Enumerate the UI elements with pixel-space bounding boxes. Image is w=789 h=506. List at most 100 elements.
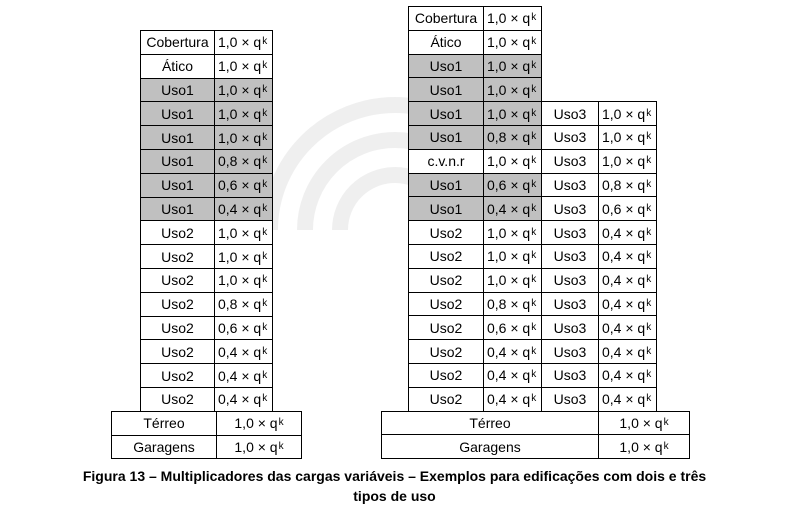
base-label-cell: Térreo bbox=[111, 410, 217, 436]
uso3-label-cell: Uso3 bbox=[541, 148, 599, 174]
uso3-label-cell: Uso3 bbox=[541, 220, 599, 245]
uso3-label-cell: Uso3 bbox=[541, 291, 599, 317]
floor-label-cell: Uso1 bbox=[140, 77, 215, 103]
floor-label-cell: Uso2 bbox=[408, 244, 484, 269]
floor-label-cell: Uso1 bbox=[140, 172, 215, 198]
uso3-label-cell: Uso3 bbox=[541, 386, 599, 412]
uso3-label-cell: Uso3 bbox=[541, 315, 599, 341]
floor-label-cell: Uso1 bbox=[408, 77, 484, 103]
floor-label-cell: Uso2 bbox=[140, 363, 215, 388]
floor-label-cell: Uso1 bbox=[408, 172, 484, 198]
floor-label-cell: Uso2 bbox=[140, 268, 215, 293]
floor-label-cell: Uso1 bbox=[408, 53, 484, 79]
floor-label-cell: Uso2 bbox=[140, 339, 215, 365]
figure-caption-line1: Figura 13 – Multiplicadores das cargas v… bbox=[82, 468, 707, 484]
floor-label-cell: Ático bbox=[140, 53, 215, 79]
floor-label-cell: Cobertura bbox=[140, 30, 215, 55]
uso3-label-cell: Uso3 bbox=[541, 101, 599, 126]
floor-label-cell: Uso2 bbox=[408, 315, 484, 341]
floor-label-cell: Uso2 bbox=[140, 387, 215, 412]
floor-label-cell: Uso2 bbox=[408, 363, 484, 388]
uso3-label-cell: Uso3 bbox=[541, 244, 599, 269]
floor-label-cell: c.v.n.r bbox=[408, 148, 484, 174]
floor-label-cell: Cobertura bbox=[408, 6, 484, 31]
floor-label-cell: Uso1 bbox=[408, 101, 484, 126]
uso3-label-cell: Uso3 bbox=[541, 196, 599, 222]
floor-label-cell: Ático bbox=[408, 29, 484, 55]
floor-label-cell: Uso1 bbox=[408, 125, 484, 150]
uso3-label-cell: Uso3 bbox=[541, 267, 599, 293]
floor-label-cell: Uso2 bbox=[140, 220, 215, 246]
floor-label-cell: Uso1 bbox=[140, 149, 215, 174]
figure-caption-line2: tipos de uso bbox=[353, 488, 436, 504]
floor-label-cell: Uso1 bbox=[408, 196, 484, 222]
floor-label-cell: Uso2 bbox=[408, 220, 484, 245]
uso3-label-cell: Uso3 bbox=[541, 363, 599, 388]
floor-label-cell: Uso2 bbox=[140, 244, 215, 269]
base-label-cell: Garagens bbox=[111, 434, 217, 460]
floor-label-cell: Uso2 bbox=[408, 386, 484, 412]
floor-label-cell: Uso2 bbox=[408, 267, 484, 293]
floor-label-cell: Uso1 bbox=[140, 196, 215, 222]
floor-label-cell: Uso2 bbox=[140, 291, 215, 317]
floor-label-cell: Uso2 bbox=[408, 291, 484, 317]
floor-label-cell: Uso1 bbox=[140, 125, 215, 150]
base-label-cell: Térreo bbox=[381, 410, 599, 436]
base-label-cell: Garagens bbox=[381, 434, 599, 460]
floor-label-cell: Uso1 bbox=[140, 101, 215, 127]
uso3-label-cell: Uso3 bbox=[541, 172, 599, 198]
uso3-label-cell: Uso3 bbox=[541, 339, 599, 364]
uso3-label-cell: Uso3 bbox=[541, 125, 599, 150]
floor-label-cell: Uso2 bbox=[408, 339, 484, 364]
floor-label-cell: Uso2 bbox=[140, 315, 215, 341]
